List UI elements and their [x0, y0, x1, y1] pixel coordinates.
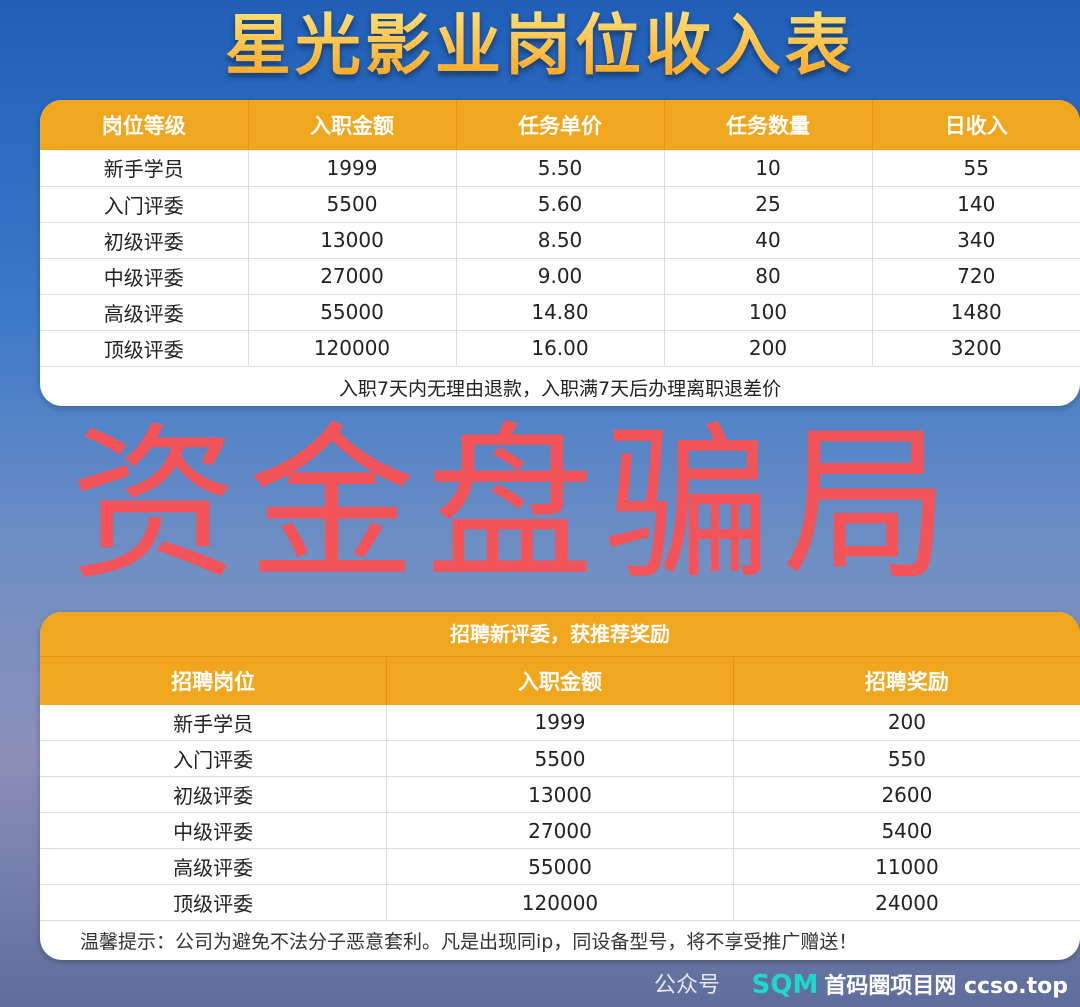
income-table: 岗位等级 入职金额 任务单价 任务数量 日收入 新手学员 1999 5.50 10 55 入门评委… — [40, 100, 1080, 367]
table-cell: 13000 — [386, 776, 734, 813]
table-row: 入门评委 5500 5.60 25 140 — [40, 186, 1080, 223]
logo-text: 首码圈项目网 ccso.top — [824, 974, 1068, 999]
table-cell: 14.80 — [456, 294, 665, 331]
table-cell: 200 — [664, 330, 873, 367]
table-cell: 初级评委 — [40, 222, 249, 259]
watermark: 公众号 — [653, 973, 720, 998]
table-cell: 340 — [872, 222, 1080, 259]
table-cell: 1999 — [386, 704, 734, 741]
table-cell: 120000 — [386, 884, 734, 921]
column-header: 岗位等级 — [40, 100, 249, 150]
table-cell: 10 — [664, 150, 873, 187]
table-cell: 5.60 — [456, 186, 665, 223]
referral-table-card: 招聘新评委，获推荐奖励 招聘岗位 入职金额 招聘奖励 新手学员 1999 200 入门评委… — [40, 612, 1080, 960]
table-cell: 顶级评委 — [40, 330, 249, 367]
table-cell: 5.50 — [456, 150, 665, 187]
table-row: 初级评委 13000 2600 — [40, 776, 1080, 813]
column-header: 入职金额 — [386, 656, 734, 705]
site-logo: SQM 首码圈项目网 ccso.top — [752, 970, 1068, 1002]
table-cell: 80 — [664, 258, 873, 295]
table-cell: 9.00 — [456, 258, 665, 295]
table-row: 入门评委 5500 550 — [40, 740, 1080, 777]
table-cell: 120000 — [248, 330, 457, 367]
table-row: 高级评委 55000 14.80 100 1480 — [40, 294, 1080, 331]
table-cell: 100 — [664, 294, 873, 331]
table-cell: 55 — [872, 150, 1080, 187]
table-cell: 200 — [733, 704, 1080, 741]
table-cell: 27000 — [248, 258, 457, 295]
table-cell: 24000 — [733, 884, 1080, 921]
table-row: 顶级评委 120000 24000 — [40, 884, 1080, 921]
table-cell: 16.00 — [456, 330, 665, 367]
table-row: 中级评委 27000 9.00 80 720 — [40, 258, 1080, 295]
table-row: 新手学员 1999 5.50 10 55 — [40, 150, 1080, 187]
table-cell: 55000 — [248, 294, 457, 331]
table-cell: 中级评委 — [40, 812, 388, 849]
table-cell: 40 — [664, 222, 873, 259]
table-cell: 11000 — [733, 848, 1080, 885]
table-cell: 720 — [872, 258, 1080, 295]
table-cell: 3200 — [872, 330, 1080, 367]
table-cell: 25 — [664, 186, 873, 223]
page-title: 星光影业岗位收入表 — [0, 6, 1080, 86]
table-cell: 8.50 — [456, 222, 665, 259]
table-cell: 入门评委 — [40, 186, 249, 223]
column-header: 任务单价 — [456, 100, 665, 150]
column-header: 招聘奖励 — [733, 656, 1080, 705]
table-row: 初级评委 13000 8.50 40 340 — [40, 222, 1080, 259]
table-cell: 1480 — [872, 294, 1080, 331]
refund-note: 入职7天内无理由退款，入职满7天后办理离职退差价 — [338, 377, 782, 400]
table-cell: 初级评委 — [40, 776, 388, 813]
column-header: 入职金额 — [248, 100, 457, 150]
table-cell: 新手学员 — [40, 704, 388, 741]
table-cell: 5400 — [733, 812, 1080, 849]
table-cell: 顶级评委 — [40, 884, 388, 921]
table-cell: 入门评委 — [40, 740, 388, 777]
table-cell: 新手学员 — [40, 150, 249, 187]
column-header: 招聘岗位 — [40, 656, 388, 705]
table-cell: 高级评委 — [40, 848, 388, 885]
scam-warning-overlay: 资金盘骗局 — [70, 407, 960, 603]
logo-mark: SQM — [751, 970, 819, 1000]
table-row: 中级评委 27000 5400 — [40, 812, 1080, 849]
table-cell: 高级评委 — [40, 294, 249, 331]
table-cell: 27000 — [386, 812, 734, 849]
table-cell: 中级评委 — [40, 258, 249, 295]
table-cell: 5500 — [248, 186, 457, 223]
table-cell: 55000 — [386, 848, 734, 885]
table-cell: 5500 — [386, 740, 734, 777]
table-cell: 13000 — [248, 222, 457, 259]
income-table-card: 岗位等级 入职金额 任务单价 任务数量 日收入 新手学员 1999 5.50 10 55 入门评委… — [40, 100, 1080, 406]
table-cell: 2600 — [733, 776, 1080, 813]
column-header: 任务数量 — [664, 100, 873, 150]
table-row: 新手学员 1999 200 — [40, 704, 1080, 741]
table-cell: 140 — [872, 186, 1080, 223]
referral-title: 招聘新评委，获推荐奖励 — [40, 612, 1080, 656]
table-cell: 550 — [733, 740, 1080, 777]
table-row: 顶级评委 120000 16.00 200 3200 — [40, 330, 1080, 367]
warm-tip: 温馨提示：公司为避免不法分子恶意套利。凡是出现同ip，同设备型号，将不享受推广赠… — [80, 931, 858, 953]
column-header: 日收入 — [872, 100, 1080, 150]
table-cell: 1999 — [248, 150, 457, 187]
referral-table: 招聘岗位 入职金额 招聘奖励 新手学员 1999 200 入门评委 5500 550 初级评委 1… — [40, 656, 1080, 921]
table-row: 高级评委 55000 11000 — [40, 848, 1080, 885]
